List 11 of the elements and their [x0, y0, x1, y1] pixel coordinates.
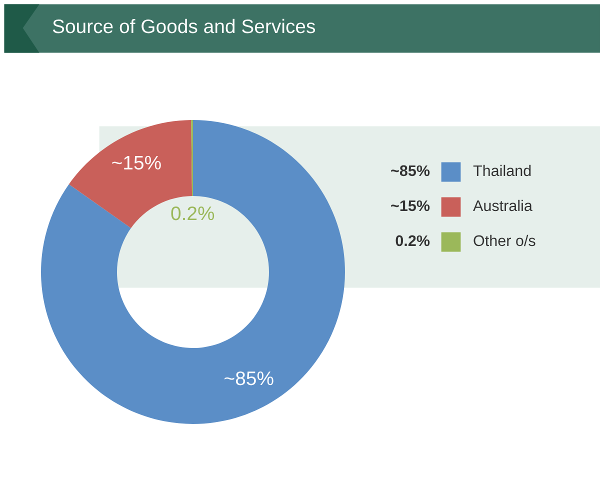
data-label: 0.2% — [171, 206, 214, 220]
donut-slice — [41, 120, 345, 424]
data-label: ~15% — [112, 156, 161, 170]
text: 0.2% — [396, 235, 430, 246]
legend-label: Australia — [473, 200, 532, 212]
data-label: ~85% — [391, 165, 430, 176]
text: ~15% — [391, 200, 430, 212]
text: ~85% — [224, 371, 274, 386]
legend-label: Thailand — [473, 164, 531, 176]
legend-label: Other o/s — [474, 234, 536, 246]
chart-title: Source of Goods and Services — [52, 18, 316, 34]
